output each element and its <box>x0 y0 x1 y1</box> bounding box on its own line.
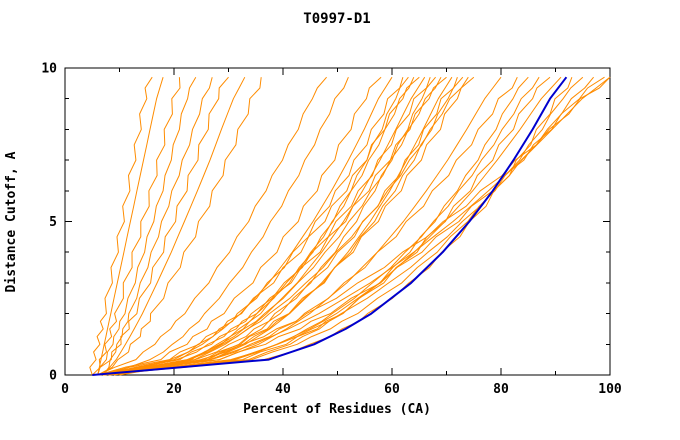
model-curve <box>97 76 409 376</box>
model-curve <box>103 76 447 376</box>
model-curve <box>97 76 420 376</box>
y-axis-label: Distance Cutoff, A <box>4 151 19 292</box>
chart-title: T0997-D1 <box>303 11 370 27</box>
model-curve <box>97 76 475 376</box>
model-curve <box>97 76 551 376</box>
x-tick-label: 100 <box>598 382 622 397</box>
model-curve <box>97 76 442 376</box>
model-curve <box>91 77 181 376</box>
model-curve <box>113 76 611 376</box>
model-curve <box>89 76 153 376</box>
y-tick-label: 10 <box>41 62 57 77</box>
model-curve <box>97 76 464 376</box>
model-curve <box>103 77 349 376</box>
x-tick-label: 60 <box>384 382 400 397</box>
model-curve <box>97 76 197 376</box>
model-curve <box>97 77 262 376</box>
model-curve <box>103 76 518 376</box>
model-curve <box>102 76 246 376</box>
model-curve <box>97 76 382 376</box>
model-curve <box>103 77 458 376</box>
model-curve <box>108 76 469 376</box>
x-tick-label: 80 <box>493 382 509 397</box>
model-curve <box>108 76 605 376</box>
model-curve <box>108 76 436 376</box>
x-tick-label: 20 <box>166 382 182 397</box>
series-curves <box>89 76 611 376</box>
x-tick-label: 0 <box>61 382 69 397</box>
axes: 0 20 40 60 80 100 0 5 10 <box>41 62 622 398</box>
model-curve <box>97 76 229 376</box>
x-axis-label: Percent of Residues (CA) <box>243 402 431 417</box>
y-tick-label: 0 <box>49 369 57 384</box>
model-curve <box>103 76 426 376</box>
model-curve <box>102 77 213 376</box>
model-curve <box>108 76 584 376</box>
model-curve <box>97 77 431 376</box>
model-curve <box>97 77 164 376</box>
model-curve <box>97 76 327 376</box>
x-tick-label: 40 <box>275 382 291 397</box>
y-tick-label: 5 <box>49 215 57 230</box>
model-curve <box>103 76 594 376</box>
plot-border <box>64 67 611 376</box>
model-curve <box>119 76 611 376</box>
highlight-model-curve <box>92 76 568 376</box>
model-curve <box>97 76 529 376</box>
